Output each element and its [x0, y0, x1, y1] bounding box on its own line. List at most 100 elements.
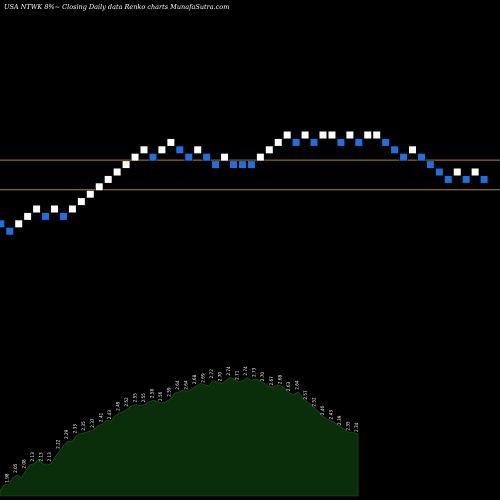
down-brick: [354, 138, 363, 147]
volume-area-path: [0, 377, 359, 497]
volume-data-label: 2.58: [149, 389, 154, 399]
volume-data-label: 2.37: [90, 418, 95, 428]
renko-bricks: [0, 130, 489, 236]
volume-data-label: 2.73: [252, 367, 257, 377]
down-brick: [41, 212, 50, 221]
down-brick: [336, 138, 346, 147]
up-brick: [220, 153, 229, 162]
down-brick: [238, 160, 247, 169]
volume-data-label: 2.55: [132, 393, 137, 403]
up-brick: [139, 145, 149, 154]
down-brick: [148, 153, 158, 162]
volume-data-label: 2.64: [175, 380, 180, 390]
volume-data-label: 2.56: [158, 391, 163, 401]
up-brick: [113, 167, 122, 177]
down-brick: [59, 212, 68, 221]
up-brick: [95, 182, 104, 191]
down-brick: [435, 167, 444, 177]
volume-data-label: 2.68: [192, 374, 197, 384]
support-lines: [0, 159, 500, 191]
volume-data-label: 2.68: [277, 374, 282, 384]
up-brick: [372, 130, 381, 140]
volume-data-label: 2.05: [13, 463, 18, 473]
volume-data-label: 2.52: [124, 397, 129, 407]
volume-data-label: 2.08: [22, 459, 27, 469]
up-brick: [283, 130, 292, 140]
up-brick: [265, 145, 274, 154]
volume-data-label: 2.41: [98, 412, 103, 422]
up-brick: [32, 204, 41, 214]
up-brick: [453, 167, 462, 177]
volume-data-label: 2.29: [64, 429, 69, 439]
volume-data-label: 2.13: [47, 452, 52, 462]
down-brick: [0, 219, 5, 228]
up-brick: [68, 204, 77, 214]
volume-data-label: 2.13: [39, 452, 44, 462]
volume-data-label: 2.34: [354, 422, 359, 432]
volume-data-label: 2.59: [166, 387, 171, 397]
down-brick: [202, 153, 211, 162]
up-brick: [274, 138, 283, 147]
down-brick: [309, 138, 319, 147]
up-brick: [77, 197, 86, 206]
down-brick: [479, 175, 489, 184]
down-brick: [417, 153, 426, 162]
down-brick: [390, 145, 399, 154]
volume-data-label: 2.71: [235, 370, 240, 380]
volume-data-label: 2.69: [201, 373, 206, 383]
volume-data-label: 2.67: [269, 376, 274, 386]
down-brick: [399, 153, 408, 162]
down-brick: [247, 160, 256, 169]
volume-data-label: 2.13: [30, 452, 35, 462]
up-brick: [104, 175, 113, 184]
down-brick: [444, 175, 453, 184]
volume-data-label: 2.43: [328, 410, 333, 420]
volume-data-label: 2.70: [260, 372, 265, 382]
down-brick: [211, 160, 220, 169]
volume-data-label: 2.74: [226, 366, 231, 376]
volume-labels: 1.941.982.052.082.132.132.132.222.292.33…: [0, 366, 359, 488]
volume-data-label: 2.35: [345, 421, 350, 431]
volume-data-label: 2.22: [56, 439, 61, 449]
up-brick: [166, 138, 175, 147]
volume-data-label: 2.46: [320, 405, 325, 415]
volume-data-label: 1.98: [5, 473, 10, 483]
volume-data-label: 2.72: [209, 369, 214, 379]
volume-data-label: 2.39: [337, 415, 342, 425]
volume-data-label: 2.74: [243, 366, 248, 376]
volume-data-label: 2.64: [184, 380, 189, 390]
volume-area: [0, 377, 359, 497]
down-brick: [462, 175, 471, 184]
down-brick: [381, 138, 390, 147]
volume-data-label: 2.52: [311, 397, 316, 407]
volume-data-label: 2.70: [218, 372, 223, 382]
volume-data-label: 2.35: [81, 421, 86, 431]
volume-data-label: 1.94: [0, 479, 1, 489]
up-brick: [193, 145, 202, 154]
down-brick: [175, 145, 184, 154]
up-brick: [408, 145, 417, 154]
chart-title: USA NTWK 8%~ Closing Daily data Renko ch…: [4, 3, 229, 11]
up-brick: [318, 130, 328, 140]
volume-data-label: 2.33: [73, 424, 78, 434]
volume-data-label: 2.57: [303, 390, 308, 400]
up-brick: [300, 130, 310, 140]
up-brick: [23, 212, 32, 221]
up-brick: [345, 130, 354, 140]
down-brick: [292, 138, 301, 147]
up-brick: [471, 167, 480, 177]
up-brick: [256, 153, 265, 162]
volume-data-label: 2.64: [294, 380, 299, 390]
down-brick: [5, 227, 14, 236]
down-brick: [426, 160, 435, 169]
down-brick: [229, 160, 238, 169]
up-brick: [14, 219, 23, 228]
volume-data-label: 2.49: [115, 401, 120, 411]
up-brick: [327, 130, 337, 140]
volume-data-label: 2.55: [141, 393, 146, 403]
up-brick: [130, 153, 140, 162]
up-brick: [363, 130, 372, 140]
down-brick: [184, 153, 193, 162]
volume-data-label: 2.63: [286, 381, 291, 391]
